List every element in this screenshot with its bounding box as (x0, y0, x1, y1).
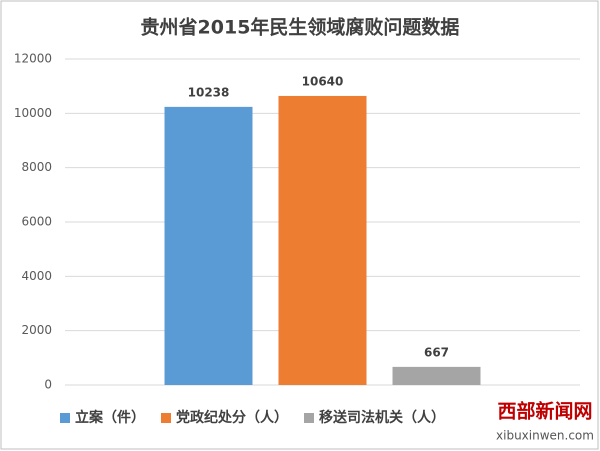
legend-swatch (304, 413, 314, 423)
data-label: 10640 (302, 74, 344, 88)
legend-swatch (161, 413, 171, 423)
legend-label: 移送司法机关（人） (319, 409, 445, 426)
y-tick-label: 12000 (14, 52, 52, 66)
legend-swatch (60, 413, 70, 423)
legend-label: 立案（件） (75, 409, 145, 426)
y-tick-label: 4000 (21, 269, 52, 283)
y-tick-label: 8000 (21, 160, 52, 174)
legend-label: 党政纪处分（人） (176, 409, 288, 426)
bar (278, 95, 367, 386)
y-tick-label: 10000 (14, 106, 52, 120)
data-label: 10238 (188, 85, 230, 99)
y-tick-label: 2000 (21, 323, 52, 337)
bar (164, 106, 253, 385)
y-tick-label: 6000 (21, 215, 52, 229)
y-tick-label: 0 (44, 378, 52, 392)
chart-title: 贵州省2015年民生领域腐败问题数据 (141, 16, 460, 39)
watermark-url: xibuxinwen.com (496, 429, 594, 443)
data-label: 667 (424, 345, 449, 359)
watermark-name: 西部新闻网 (497, 400, 592, 423)
bar (392, 366, 481, 385)
